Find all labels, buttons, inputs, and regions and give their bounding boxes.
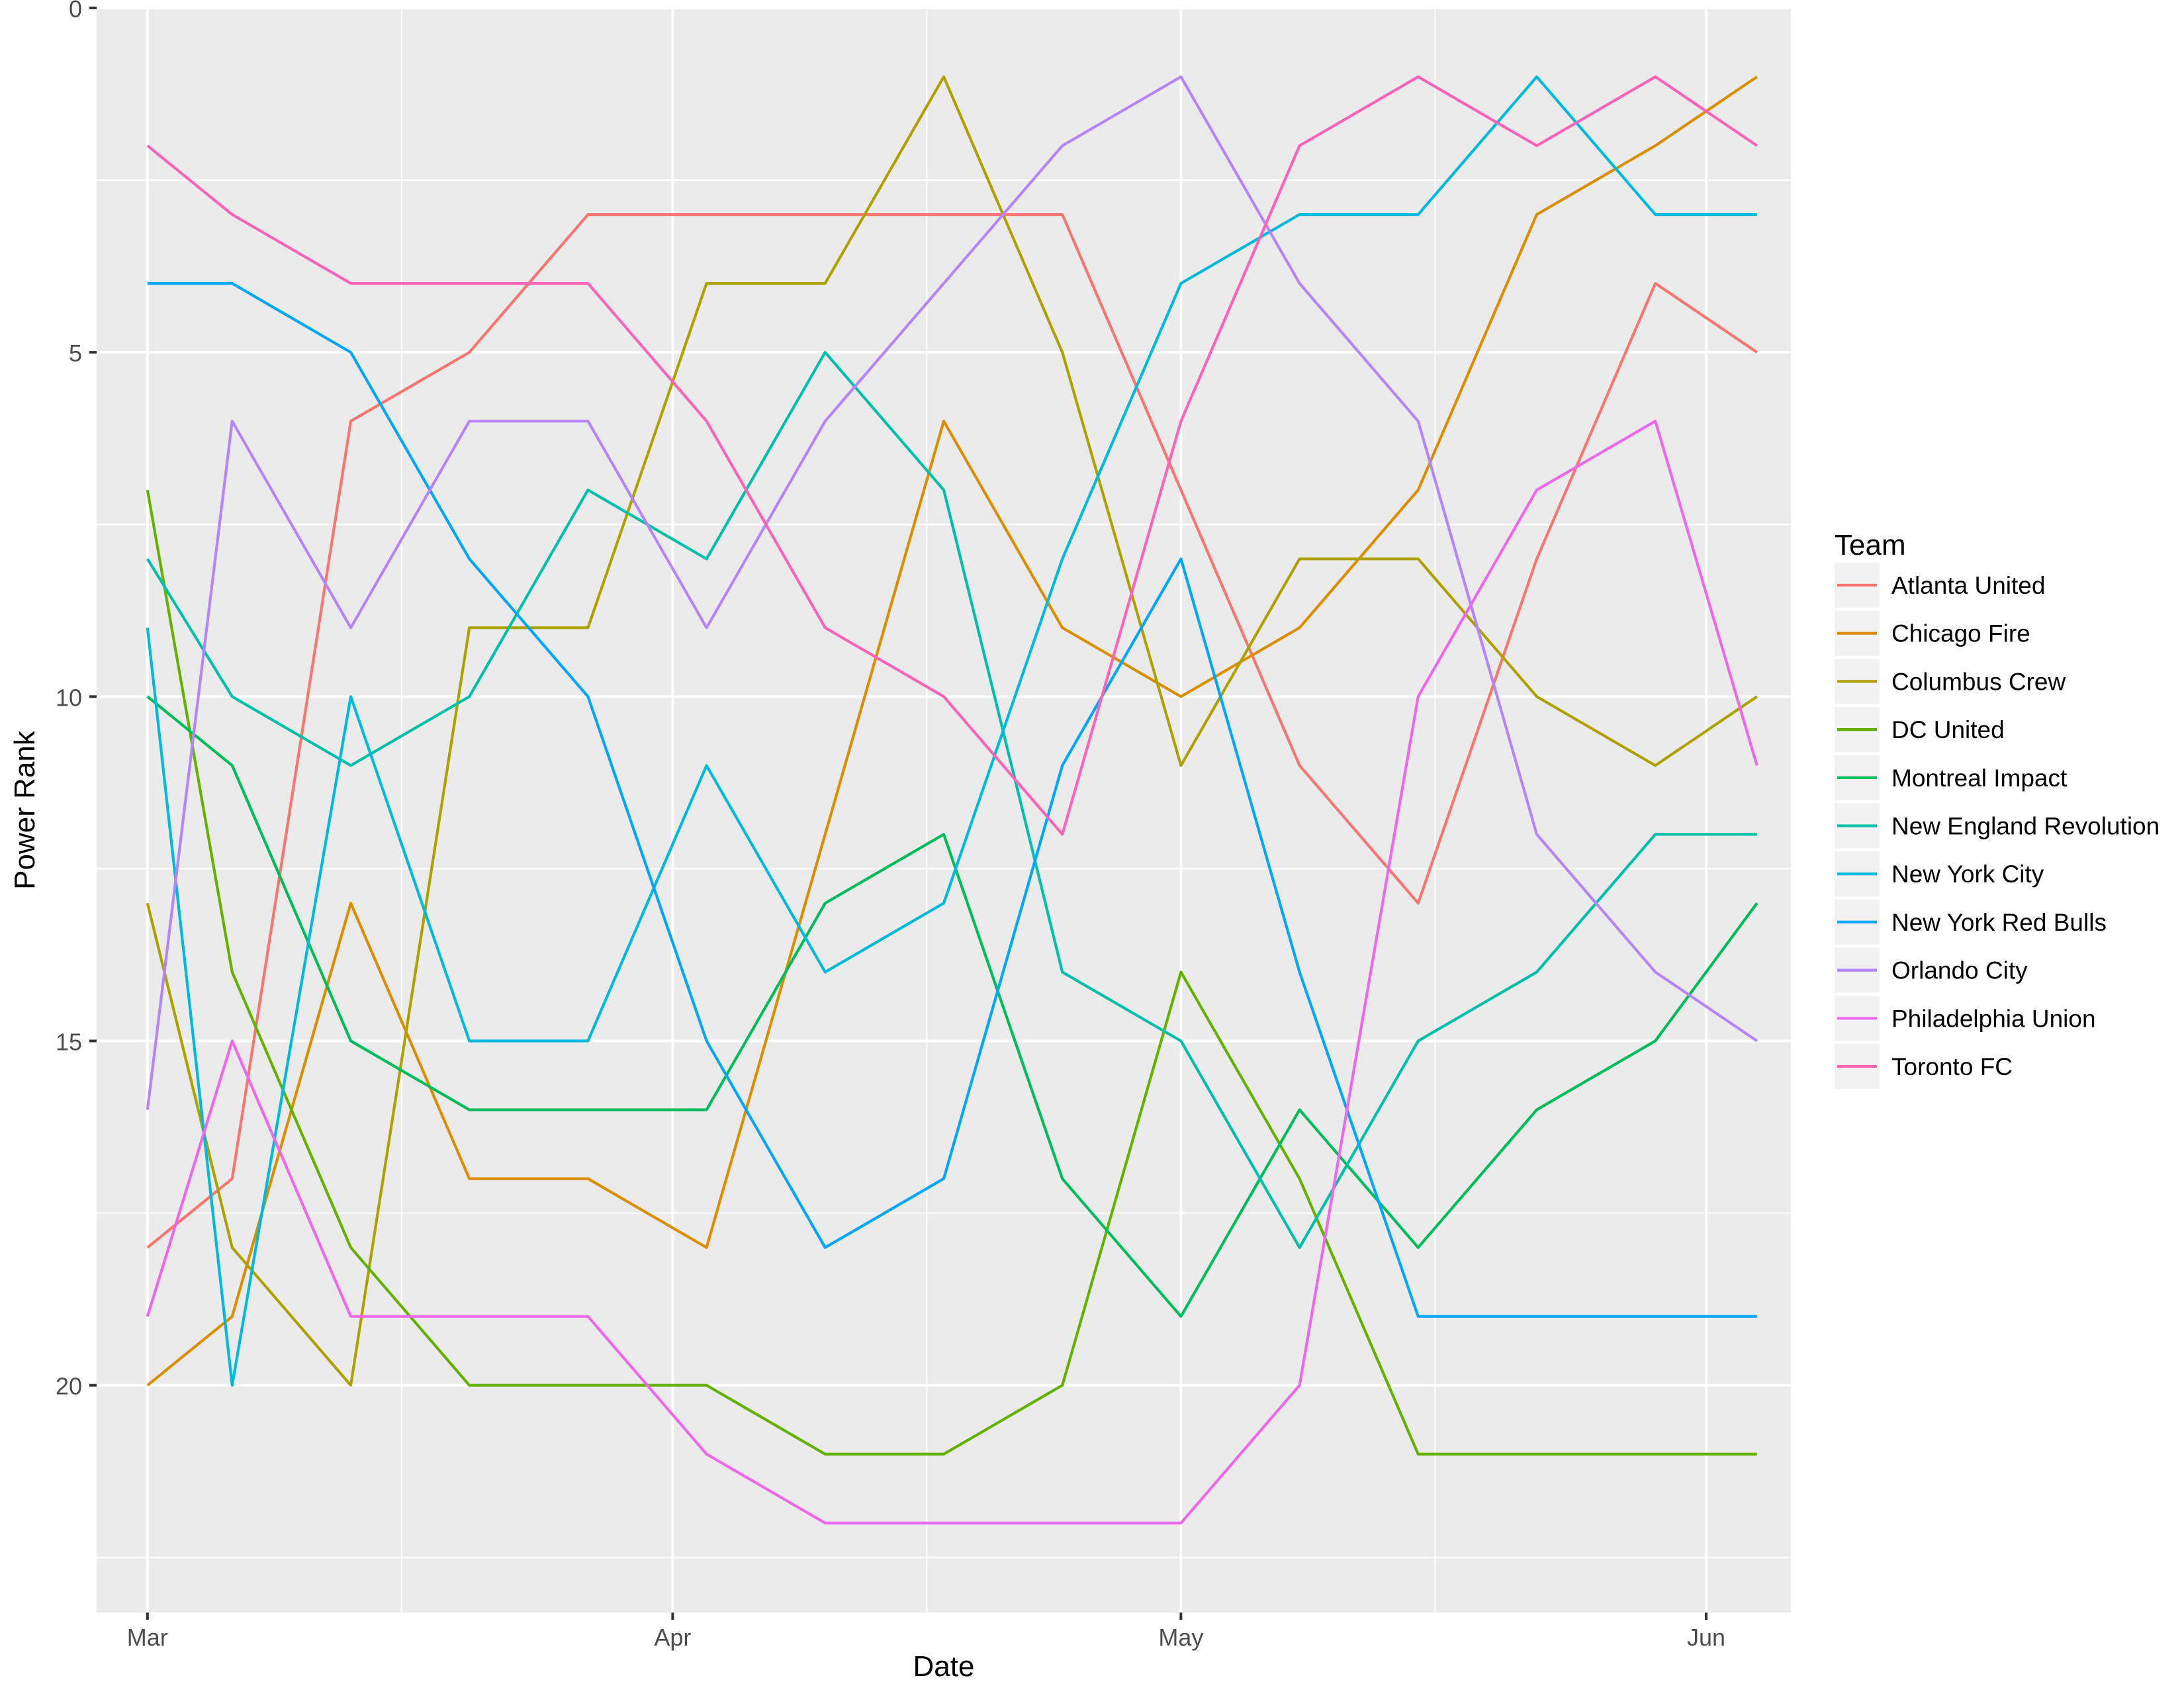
legend-item-philadelphia-union: Philadelphia Union xyxy=(1835,996,2096,1041)
legend-item-atlanta-united: Atlanta United xyxy=(1835,563,2045,608)
series-line-atlanta-united xyxy=(146,213,1758,1249)
y-tick-label: 20 xyxy=(56,1373,82,1400)
y-axis: 0 5 10 15 20 xyxy=(56,0,97,1400)
series-line-philadelphia-union xyxy=(146,420,1758,1524)
series-line-chicago-fire xyxy=(146,75,1758,1387)
series-line-new-york-red-bulls xyxy=(147,282,1757,1318)
series-line-toronto-fc xyxy=(146,75,1758,836)
y-tick-label: 15 xyxy=(56,1029,82,1056)
legend-title: Team xyxy=(1835,529,1906,561)
series-line-columbus-crew xyxy=(146,75,1758,1387)
legend-item-orlando-city: Orlando City xyxy=(1835,947,2028,993)
legend: Team Atlanta United Chicago Fire Columbus … xyxy=(1835,529,2160,1089)
legend-item-new-york-city: New York City xyxy=(1835,851,2044,897)
plot-panel xyxy=(97,8,1791,1613)
legend-label: New York Red Bulls xyxy=(1891,909,2107,936)
legend-label: Orlando City xyxy=(1891,957,2028,984)
legend-label: Columbus Crew xyxy=(1891,668,2066,695)
series-line-dc-united xyxy=(146,489,1757,1456)
legend-item-toronto-fc: Toronto FC xyxy=(1835,1044,2013,1089)
series-lines xyxy=(146,75,1758,1524)
legend-label: Philadelphia Union xyxy=(1891,1005,2096,1032)
series-line-orlando-city xyxy=(146,75,1758,1110)
legend-label: New England Revolution xyxy=(1891,813,2160,840)
x-axis: Mar Apr May Jun xyxy=(127,1613,1725,1651)
legend-label: Montreal Impact xyxy=(1891,765,2068,792)
x-tick-label: Mar xyxy=(127,1624,168,1651)
y-tick-label: 0 xyxy=(69,0,82,23)
y-tick-label: 10 xyxy=(56,684,82,711)
x-tick-label: Apr xyxy=(654,1624,691,1651)
legend-items: Atlanta United Chicago Fire Columbus Crew D… xyxy=(1835,563,2160,1089)
series-line-montreal-impact xyxy=(146,695,1758,1318)
series-line-new-england-revolution xyxy=(146,351,1757,1249)
x-tick-label: May xyxy=(1158,1624,1203,1651)
y-tick-label: 5 xyxy=(69,340,82,367)
x-axis-title: Date xyxy=(913,1650,975,1683)
legend-item-montreal-impact: Montreal Impact xyxy=(1835,755,2068,800)
legend-label: Toronto FC xyxy=(1891,1053,2013,1080)
x-tick-label: Jun xyxy=(1687,1624,1725,1651)
legend-label: DC United xyxy=(1891,716,2005,743)
legend-label: New York City xyxy=(1891,861,2044,888)
legend-label: Atlanta United xyxy=(1891,572,2045,599)
legend-item-dc-united: DC United xyxy=(1835,707,2005,753)
legend-item-chicago-fire: Chicago Fire xyxy=(1835,610,2030,656)
y-axis-title: Power Rank xyxy=(9,730,41,890)
legend-item-new-england-revolution: New England Revolution xyxy=(1835,803,2160,849)
legend-item-new-york-red-bulls: New York Red Bulls xyxy=(1835,899,2107,945)
legend-item-columbus-crew: Columbus Crew xyxy=(1835,659,2066,704)
legend-label: Chicago Fire xyxy=(1891,620,2030,647)
